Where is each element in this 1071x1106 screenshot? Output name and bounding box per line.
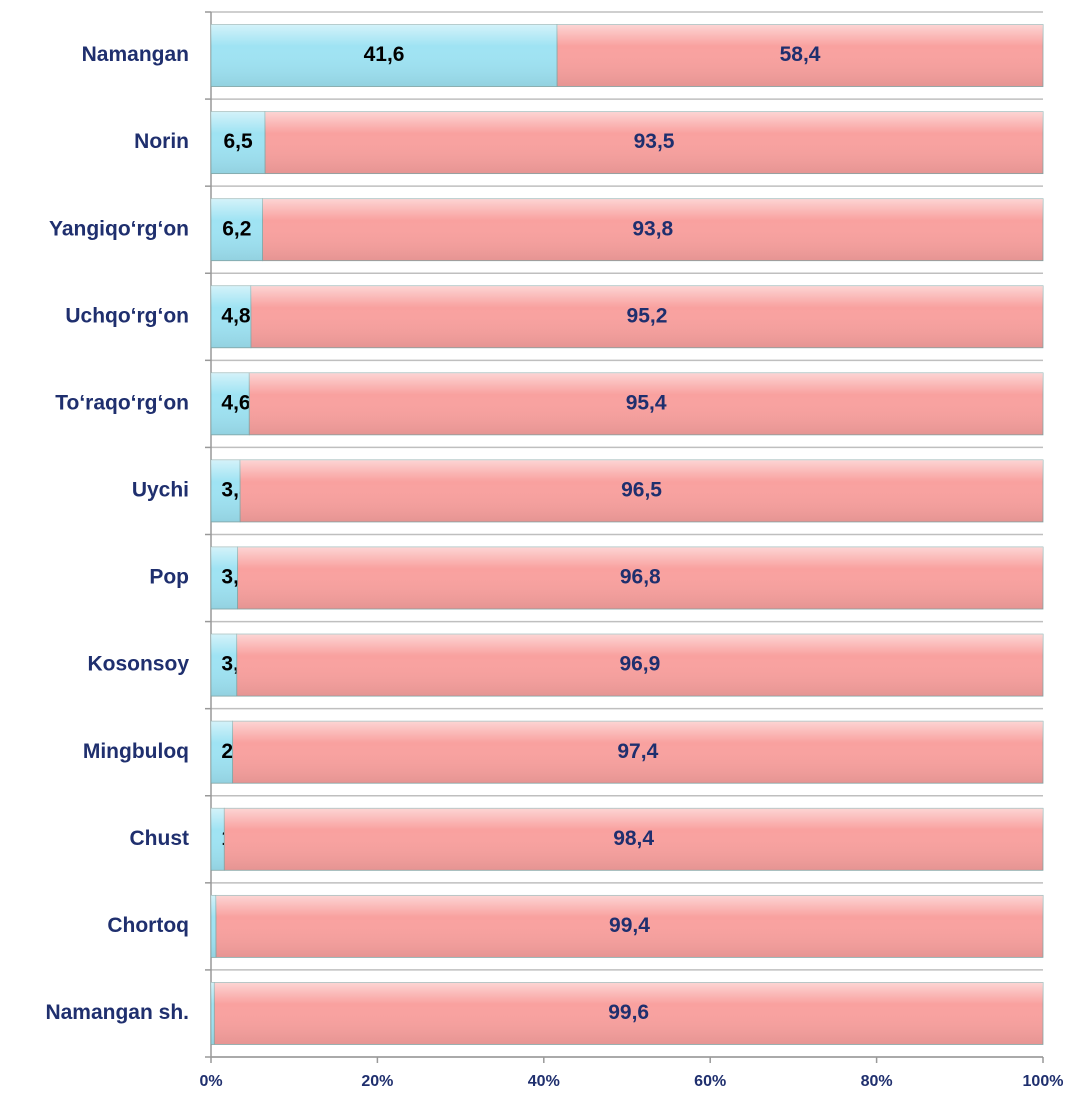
bar-shine bbox=[211, 459, 241, 522]
bar-shine bbox=[250, 285, 1043, 348]
data-label: 41,6 bbox=[364, 43, 405, 66]
bar-shine bbox=[211, 111, 266, 174]
y-tick-label: Yangiqo‘rg‘on bbox=[49, 217, 189, 240]
x-tick-label: 40% bbox=[528, 1073, 560, 1090]
y-tick-label: To‘raqo‘rg‘on bbox=[55, 391, 189, 414]
data-label: 6,5 bbox=[223, 130, 253, 153]
bar-shine bbox=[557, 24, 1043, 87]
y-tick-label: Namangan sh. bbox=[45, 1001, 189, 1024]
bar-shine bbox=[211, 895, 216, 958]
data-label: 99,6 bbox=[608, 1001, 649, 1024]
bar-shine bbox=[232, 721, 1043, 784]
x-tick-label: 60% bbox=[694, 1073, 726, 1090]
bar-shine bbox=[237, 547, 1043, 610]
bar-shine bbox=[211, 808, 225, 871]
data-label: 96,8 bbox=[620, 566, 661, 589]
y-tick-label: Uchqo‘rg‘on bbox=[65, 304, 189, 327]
data-label: 97,4 bbox=[617, 740, 658, 763]
data-label: 58,4 bbox=[780, 43, 821, 66]
bar-shine bbox=[249, 372, 1044, 435]
y-tick-label: Chust bbox=[130, 827, 190, 850]
data-label: 98,4 bbox=[613, 827, 654, 850]
y-tick-label: Kosonsoy bbox=[87, 653, 189, 676]
bar-shine bbox=[214, 982, 1043, 1045]
bar-shine bbox=[236, 634, 1044, 697]
bar-shine bbox=[211, 982, 215, 1045]
bar-shine bbox=[262, 198, 1044, 261]
x-tick-label: 20% bbox=[361, 1073, 393, 1090]
data-label: 99,4 bbox=[609, 914, 650, 937]
y-tick-label: Uychi bbox=[132, 479, 189, 502]
x-tick-label: 0% bbox=[199, 1073, 222, 1090]
data-label: 4,8 bbox=[221, 304, 251, 327]
x-tick-label: 100% bbox=[1023, 1073, 1064, 1090]
y-tick-label: Mingbuloq bbox=[83, 740, 189, 763]
bar-shine bbox=[211, 634, 237, 697]
bar-shine bbox=[211, 721, 233, 784]
bar-shine bbox=[240, 459, 1043, 522]
y-tick-label: Namangan bbox=[82, 43, 189, 66]
bar-shine bbox=[211, 547, 238, 610]
bar-shine bbox=[265, 111, 1044, 174]
bar-shine bbox=[211, 24, 558, 87]
y-tick-label: Norin bbox=[134, 130, 189, 153]
bar-shine bbox=[211, 198, 263, 261]
data-label: 6,2 bbox=[222, 217, 251, 240]
bar-shine bbox=[211, 372, 250, 435]
data-label: 96,5 bbox=[621, 479, 662, 502]
y-tick-label: Chortoq bbox=[107, 914, 189, 937]
data-label: 93,8 bbox=[632, 217, 673, 240]
bar-shine bbox=[224, 808, 1043, 871]
x-tick-label: 80% bbox=[861, 1073, 893, 1090]
data-label: 96,9 bbox=[619, 653, 660, 676]
data-label: 93,5 bbox=[634, 130, 675, 153]
bar-shine bbox=[215, 895, 1043, 958]
bar-shine bbox=[211, 285, 251, 348]
y-tick-label: Pop bbox=[149, 566, 189, 589]
data-label: 95,2 bbox=[627, 304, 668, 327]
data-label: 4,6 bbox=[221, 391, 250, 414]
data-label: 95,4 bbox=[626, 391, 667, 414]
